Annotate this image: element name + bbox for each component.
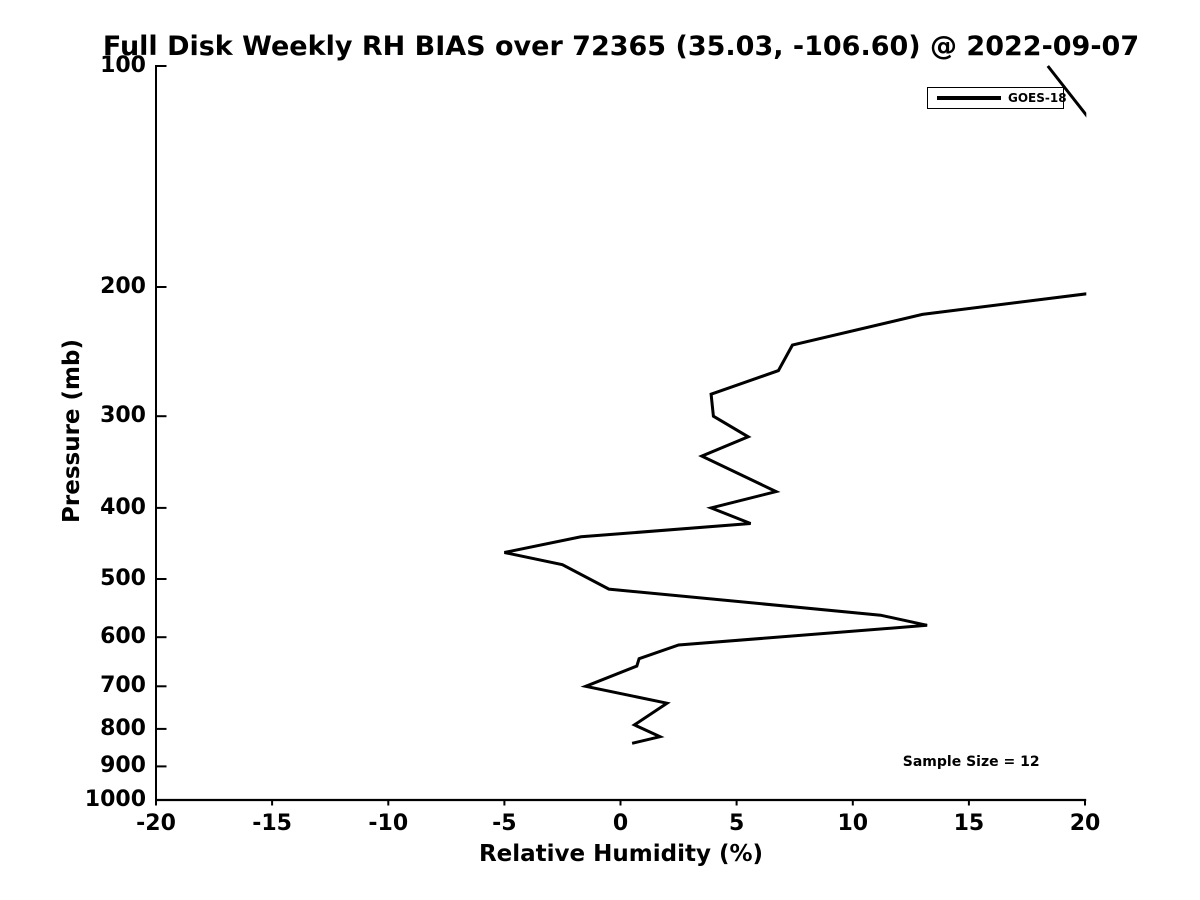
y-tick-label: 100 [100, 53, 146, 78]
x-tick-label: 5 [728, 811, 745, 836]
y-tick-label: 700 [100, 673, 146, 699]
x-tick-label: 10 [837, 811, 869, 836]
chart-title: Full Disk Weekly RH BIAS over 72365 (35.… [102, 31, 1140, 62]
y-axis-ticks [156, 65, 167, 801]
y-tick-label: 300 [100, 403, 146, 429]
y-tick-label: 400 [100, 494, 146, 520]
sample-size-annotation: Sample Size = 12 [902, 754, 1040, 770]
y-tick-label: 200 [100, 274, 146, 299]
x-tick-label: 0 [612, 811, 629, 836]
legend-line-sample [937, 96, 1001, 100]
x-tick-label: 20 [1069, 811, 1101, 836]
x-tick-label: -15 [252, 811, 292, 836]
x-tick-label: -20 [136, 811, 176, 836]
y-tick-label: 500 [100, 566, 146, 591]
rh-bias-line-segment [1046, 65, 1087, 118]
rh-bias-line-segment [504, 292, 1087, 745]
x-tick-label: -10 [368, 811, 409, 836]
legend: GOES-18 [927, 87, 1067, 109]
y-tick-label: 800 [100, 715, 146, 741]
y-tick-label: 900 [100, 753, 146, 779]
y-tick-label: 600 [100, 624, 146, 650]
y-tick-label: 1000 [84, 787, 146, 812]
x-tick-label: 15 [953, 811, 985, 836]
x-tick-label: -5 [492, 811, 517, 836]
rh-bias-line [504, 65, 1087, 745]
legend-label: GOES-18 [1008, 91, 1067, 105]
x-axis-label: Relative Humidity (%) [478, 841, 764, 867]
